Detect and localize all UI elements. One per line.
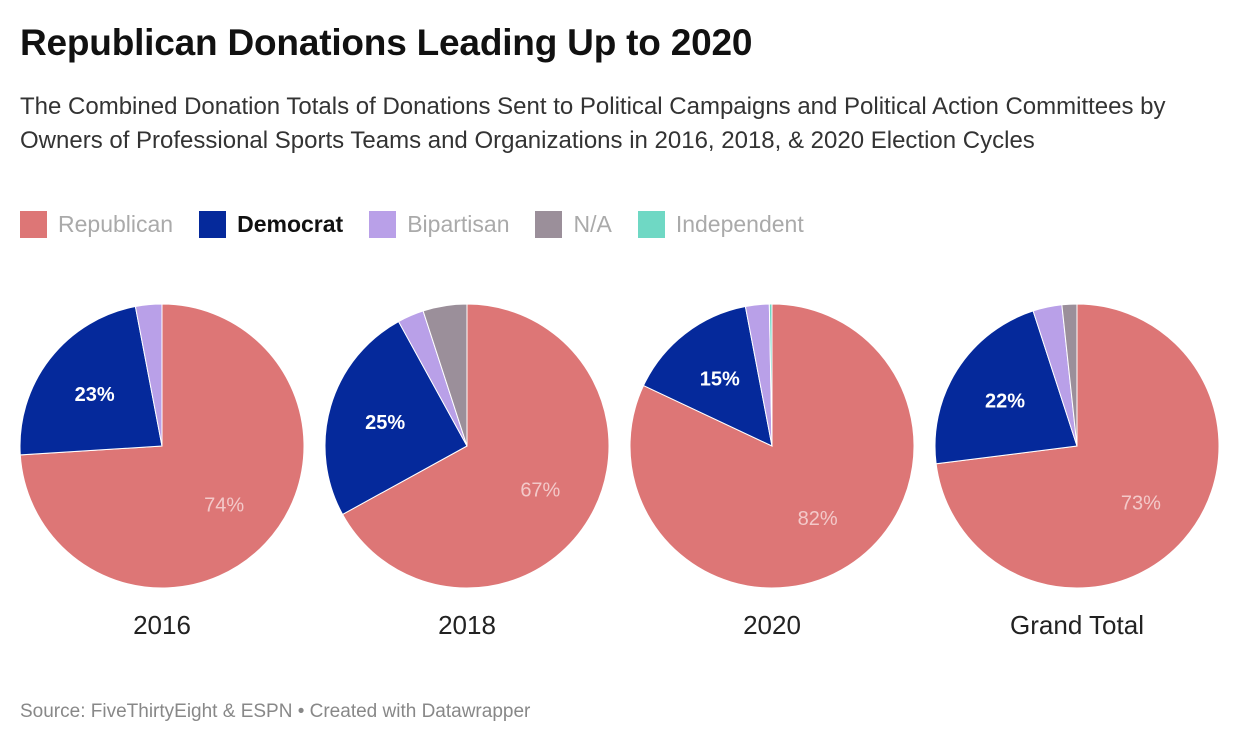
legend-label-bipartisan: Bipartisan: [407, 211, 510, 237]
slice-label-democrat-2018: 25%: [365, 412, 405, 434]
pie-2016: 74% 23% 2016: [19, 303, 305, 640]
legend-swatch-bipartisan: [369, 211, 397, 238]
legend-label-republican: Republican: [58, 211, 174, 237]
slice-label-republican-grand-total: 73%: [1121, 492, 1161, 514]
slice-label-republican-2018: 67%: [520, 479, 560, 501]
pie-title-2018: 2018: [438, 610, 496, 640]
slice-n-a-2018[interactable]: [422, 303, 468, 447]
slice-bipartisan-2016[interactable]: [134, 303, 163, 447]
slice-independent-2020[interactable]: [768, 303, 773, 447]
legend-swatch-na: [535, 211, 563, 238]
chart-title: Republican Donations Leading Up to 2020: [20, 22, 753, 63]
legend-swatch-republican: [20, 211, 47, 238]
legend-label-democrat: Democrat: [237, 211, 344, 237]
pie-title-2016: 2016: [133, 610, 191, 640]
slice-label-democrat-2020: 15%: [700, 369, 740, 391]
legend-item-democrat[interactable]: Democrat: [199, 211, 343, 238]
legend-item-republican[interactable]: Republican: [20, 211, 173, 238]
pie-title-grand-total: Grand Total: [1010, 610, 1144, 640]
pie-2018: 67% 25% 2018: [324, 303, 610, 640]
pie-grand-total: 73% 22% Grand Total: [934, 303, 1220, 640]
slice-democrat-2018[interactable]: [324, 320, 468, 516]
legend-item-independent[interactable]: Independent: [637, 211, 804, 238]
slice-republican-2018[interactable]: [341, 303, 610, 589]
legend-label-na: N/A: [573, 211, 612, 237]
slice-democrat-grand-total[interactable]: [934, 310, 1078, 465]
slice-n-a-grand-total[interactable]: [1061, 303, 1078, 447]
source-note: Source: FiveThirtyEight & ESPN • Created…: [20, 701, 531, 722]
legend-item-na[interactable]: N/A: [535, 211, 612, 238]
slice-label-democrat-grand-total: 22%: [985, 390, 1025, 412]
slice-democrat-2016[interactable]: [19, 305, 163, 456]
slice-label-republican-2020: 82%: [798, 508, 838, 530]
slice-democrat-2020[interactable]: [642, 305, 773, 447]
pie-title-2020: 2020: [743, 610, 801, 640]
legend-swatch-independent: [637, 211, 665, 238]
legend: Republican Democrat Bipartisan N/A Indep…: [20, 211, 830, 238]
legend-swatch-democrat: [199, 211, 227, 238]
pie-2020: 82% 15% 2020: [629, 303, 915, 640]
legend-item-bipartisan[interactable]: Bipartisan: [369, 211, 509, 238]
chart-subtitle: The Combined Donation Totals of Donation…: [20, 93, 1166, 154]
legend-label-independent: Independent: [675, 211, 804, 237]
slice-label-republican-2016: 74%: [204, 494, 244, 516]
slice-republican-grand-total[interactable]: [935, 303, 1220, 589]
slice-label-democrat-2016: 23%: [75, 384, 115, 406]
